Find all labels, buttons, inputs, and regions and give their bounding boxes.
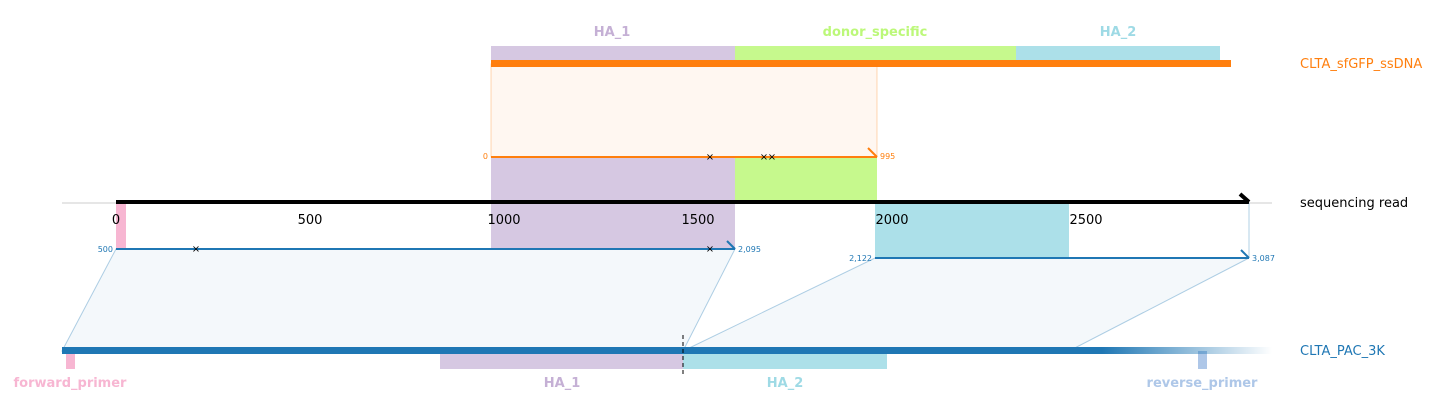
target-ha1-projection [491,203,735,249]
target-reverse-primer-block [1198,351,1207,369]
target-reference-bar [62,347,1102,354]
target-alignment-1-start: 500 [98,245,113,254]
target-alignment-region-1 [61,248,736,352]
donor-alignment-arrowhead [867,147,878,158]
target-alignment-2-end: 3,087 [1252,254,1275,263]
axis-tick: 1500 [681,213,714,228]
target-ha2-projection [875,203,1069,258]
target-ha2-label: HA_2 [767,376,804,391]
mismatch-marker: × [768,152,776,163]
target-reference-bar-fade [1102,347,1272,354]
donor-ha1-projection [491,157,735,203]
target-alignment-2-start: 2,122 [849,254,872,263]
target-forward-primer-block [66,351,75,369]
donor-specific-projection [735,157,877,203]
target-name: CLTA_PAC_3K [1300,344,1385,359]
axis-tick: 0 [112,213,120,228]
target-ha2-block [683,351,887,369]
donor-name: CLTA_sfGFP_ssDNA [1300,57,1422,72]
donor-specific-block [735,46,1016,63]
mismatch-marker: × [760,152,768,163]
read-arrowhead [1238,192,1251,204]
donor-ha2-block [1016,46,1220,63]
read-name: sequencing read [1300,196,1408,211]
donor-ha2-label: HA_2 [1100,25,1137,40]
forward-primer-projection [116,203,126,249]
donor-ha1-label: HA_1 [594,25,631,40]
target-ha1-label: HA_1 [544,376,581,391]
target-alignment-1-end: 2,095 [738,245,761,254]
axis-tick: 500 [298,213,323,228]
target-forward-primer-label: forward_primer [14,376,128,391]
donor-ha1-block [491,46,735,63]
mismatch-marker: × [706,152,714,163]
read-axis-ticks: 0 500 1000 1500 2000 2500 [112,213,1103,228]
target-alignment-region-2 [682,257,1250,352]
donor-alignment-region [490,63,878,158]
mismatch-marker: × [706,244,714,255]
target-ha1-block [440,351,683,369]
donor-alignment-end: 995 [880,152,895,161]
donor-alignment-start: 0 [483,152,488,161]
mismatch-marker: × [192,244,200,255]
target-reverse-primer-label: reverse_primer [1147,376,1259,391]
donor-specific-label: donor_specific [823,25,928,40]
axis-tick: 1000 [487,213,520,228]
axis-tick: 2500 [1069,213,1102,228]
target-alignment-arrowhead-2 [1240,249,1250,259]
donor-reference-bar [491,60,1231,67]
axis-tick: 2000 [875,213,908,228]
target-alignment-arrowhead-1 [726,240,736,250]
